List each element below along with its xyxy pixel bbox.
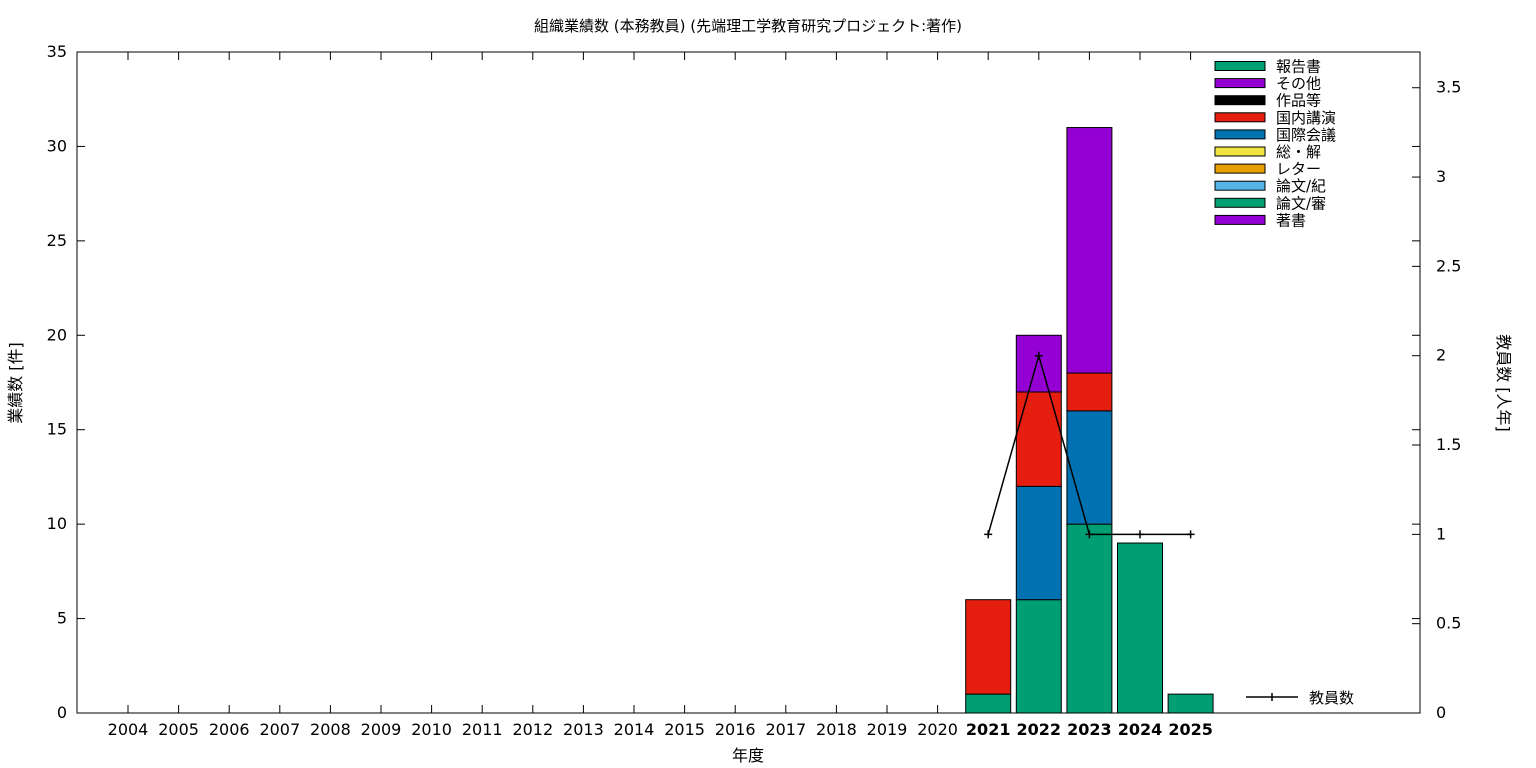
y-tick-label: 0 — [57, 703, 67, 722]
y-tick-label: 30 — [47, 136, 67, 155]
legend-label: 作品等 — [1276, 92, 1321, 110]
y2-tick-label: 3.5 — [1436, 78, 1461, 97]
x-tick-label: 2018 — [816, 720, 857, 739]
legend-swatch — [1214, 95, 1266, 106]
faculty-count-line — [984, 351, 1195, 539]
legend-label: 国内講演 — [1276, 109, 1336, 127]
y-axis-label: 業績数 [件] — [6, 342, 25, 424]
legend-swatch — [1214, 163, 1266, 174]
x-tick-label: 2025 — [1168, 720, 1213, 739]
y-tick-label: 20 — [47, 325, 67, 344]
legend-label: 論文/審 — [1276, 194, 1326, 212]
x-tick-label: 2013 — [563, 720, 604, 739]
plot-area — [76, 51, 1421, 714]
x-tick-label: 2021 — [966, 720, 1011, 739]
x-axis-label: 年度 — [732, 746, 764, 765]
legend-swatch — [1214, 129, 1266, 140]
legend-swatch — [1214, 112, 1266, 123]
legend-swatch — [1214, 180, 1266, 191]
bar-segment — [1066, 523, 1113, 714]
legend-label: 著書 — [1276, 211, 1306, 229]
x-tick-label: 2016 — [715, 720, 756, 739]
x-tick-label: 2017 — [765, 720, 806, 739]
x-tick-label: 2009 — [361, 720, 402, 739]
bars — [965, 127, 1214, 714]
y2-tick-label: 2.5 — [1436, 256, 1461, 275]
x-tick-label: 2004 — [108, 720, 149, 739]
y2-tick-label: 0 — [1436, 703, 1446, 722]
bar-segment — [1015, 485, 1062, 601]
y-tick-label: 5 — [57, 609, 67, 628]
chart-title: 組織業績数 (本務教員) (先端理工学教育研究プロジェクト:著作) — [534, 17, 962, 35]
bar-segment — [965, 599, 1012, 695]
x-tick-label: 2023 — [1067, 720, 1112, 739]
legend-label: 報告書 — [1276, 58, 1321, 76]
legend-label: その他 — [1276, 75, 1321, 93]
y2-axis-label: 教員数 [人年] — [1494, 334, 1513, 432]
legend-label: 教員数 — [1309, 689, 1354, 707]
legend-swatch — [1214, 78, 1266, 89]
x-tick-label: 2008 — [310, 720, 351, 739]
y-tick-label: 10 — [47, 514, 67, 533]
bar-segment — [1066, 127, 1113, 374]
y-tick-label: 15 — [47, 420, 67, 439]
legend-label: 論文/紀 — [1276, 177, 1326, 195]
bar-segment — [1117, 542, 1163, 714]
bar-segment — [1015, 391, 1062, 487]
bar-segment — [1066, 410, 1113, 525]
x-tick-label: 2014 — [614, 720, 655, 739]
bar-segment — [965, 693, 1012, 714]
x-tick-label: 2022 — [1017, 720, 1062, 739]
legend-swatch — [1214, 214, 1266, 225]
x-tick-label: 2010 — [411, 720, 452, 739]
x-tick-label: 2005 — [158, 720, 199, 739]
x-tick-label: 2007 — [259, 720, 300, 739]
x-tick-label: 2019 — [867, 720, 908, 739]
bar-segment — [1015, 599, 1062, 714]
bar-segment — [1066, 372, 1113, 412]
legend-label: 国際会議 — [1276, 126, 1336, 144]
legend-label: レター — [1276, 160, 1321, 178]
x-tick-label: 2006 — [209, 720, 250, 739]
x-tick-label: 2012 — [512, 720, 553, 739]
x-tick-label: 2024 — [1118, 720, 1163, 739]
y2-tick-label: 1.5 — [1436, 435, 1461, 454]
legend-swatch — [1214, 61, 1266, 71]
legend-swatch — [1214, 146, 1266, 157]
bar-segment — [1015, 334, 1062, 393]
legend-swatch — [1214, 197, 1266, 208]
y2-tick-label: 0.5 — [1436, 614, 1461, 633]
x-tick-label: 2020 — [917, 720, 958, 739]
x-tick-label: 2015 — [664, 720, 705, 739]
legend-label: 総・解 — [1276, 143, 1321, 161]
y2-tick-label: 1 — [1436, 524, 1446, 543]
y2-tick-label: 2 — [1436, 346, 1446, 365]
bar-segment — [1167, 693, 1214, 714]
y2-tick-label: 3 — [1436, 167, 1446, 186]
y-tick-label: 35 — [47, 42, 67, 61]
x-tick-label: 2011 — [462, 720, 503, 739]
y-tick-label: 25 — [47, 231, 67, 250]
